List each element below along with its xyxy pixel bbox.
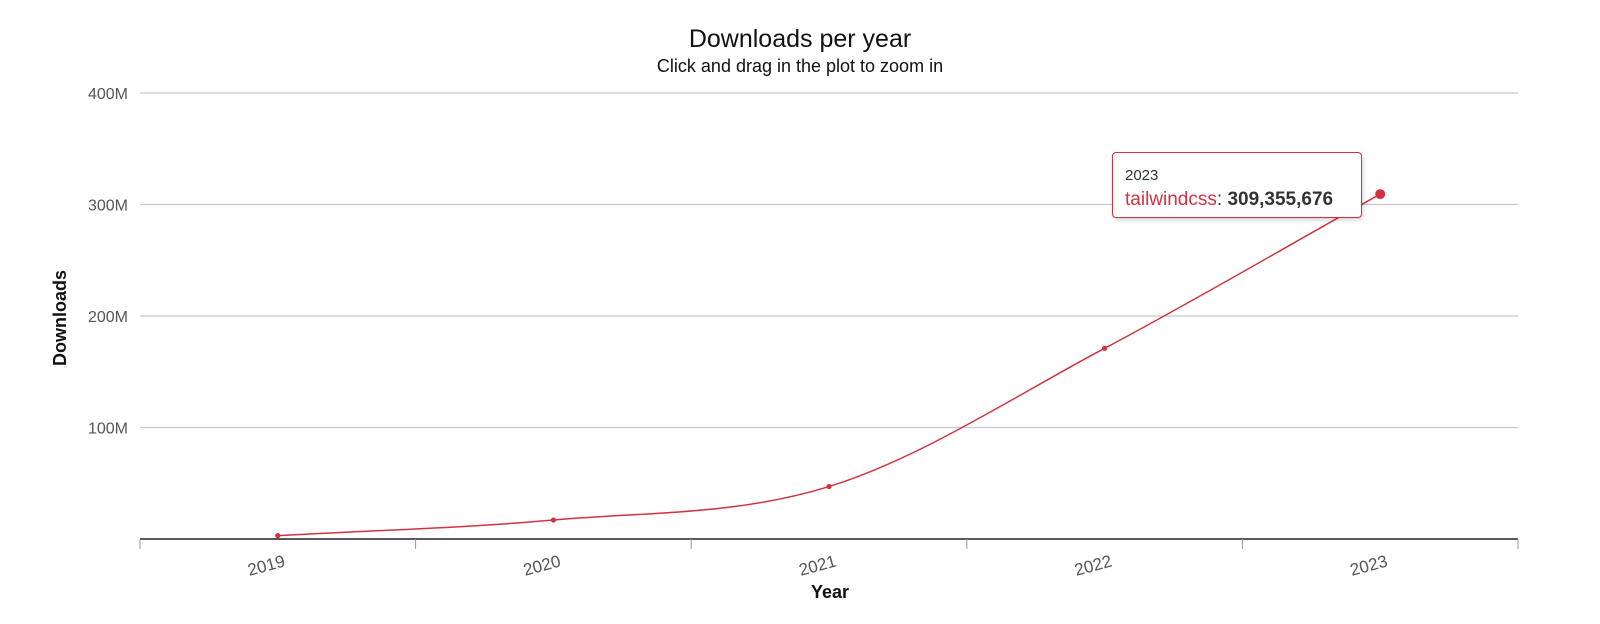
chart-subtitle: Click and drag in the plot to zoom in bbox=[656, 56, 944, 76]
data-point[interactable] bbox=[550, 517, 557, 523]
x-tick-label: 2021 bbox=[797, 552, 838, 580]
tooltip-row: tailwindcss: 309,355,676 bbox=[1125, 189, 1333, 211]
x-axis-title: Year bbox=[811, 582, 849, 602]
x-axis: 2019 2020 2021 2022 2023 bbox=[139, 538, 1519, 580]
series-tailwindcss bbox=[275, 189, 1386, 539]
x-tick-label: 2020 bbox=[521, 552, 562, 580]
tooltip-separator: : bbox=[1216, 189, 1228, 210]
x-tick-label: 2023 bbox=[1348, 552, 1389, 580]
y-tick-label: 200M bbox=[88, 309, 128, 326]
data-point[interactable] bbox=[275, 533, 281, 539]
tooltip-series-name: tailwindcss bbox=[1125, 189, 1217, 210]
y-tick-label: 100M bbox=[88, 421, 128, 438]
tooltip-x-value: 2023 bbox=[1125, 167, 1159, 184]
y-axis: 100M 200M 300M 400M bbox=[88, 86, 128, 438]
y-tick-label: 300M bbox=[88, 198, 128, 215]
y-axis-title: Downloads bbox=[50, 270, 70, 366]
gridlines bbox=[140, 92, 1518, 429]
y-tick-label: 400M bbox=[88, 86, 128, 103]
tooltip-value: 309,355,676 bbox=[1227, 189, 1334, 210]
chart-title: Downloads per year bbox=[688, 25, 912, 53]
data-point-hovered[interactable] bbox=[1375, 189, 1386, 200]
data-point[interactable] bbox=[826, 483, 832, 490]
tooltip: 2023 tailwindcss: 309,355,676 bbox=[1112, 152, 1362, 218]
x-tick-label: 2019 bbox=[246, 552, 287, 580]
x-tick-label: 2022 bbox=[1072, 552, 1113, 580]
data-point[interactable] bbox=[1102, 345, 1108, 351]
